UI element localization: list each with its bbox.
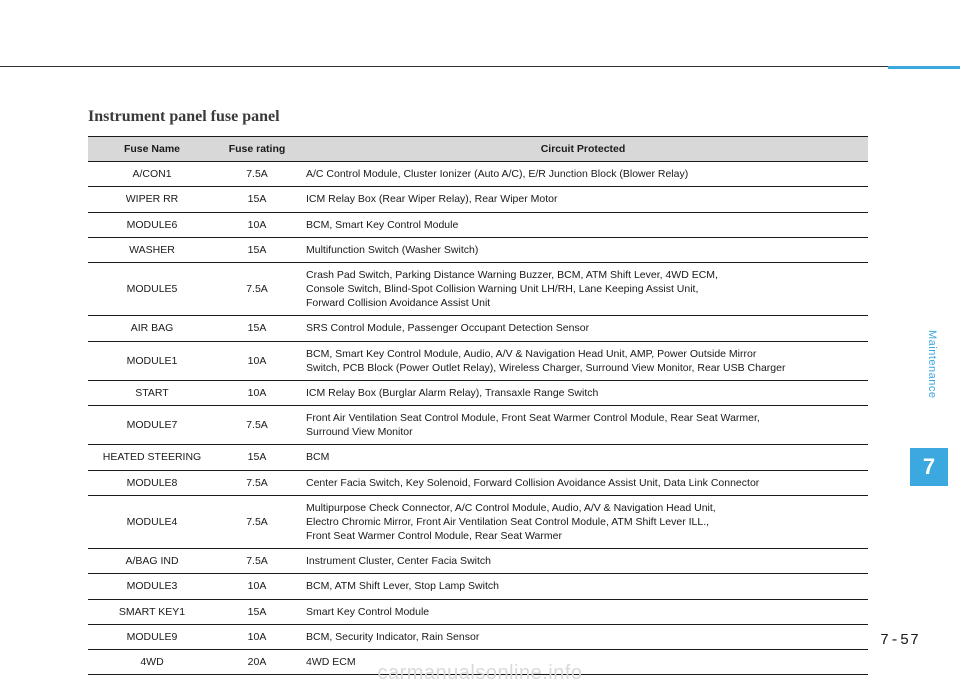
table-row: WASHER15AMultifunction Switch (Washer Sw… xyxy=(88,237,868,262)
fuse-table: Fuse Name Fuse rating Circuit Protected … xyxy=(88,136,868,675)
fuse-rating-cell: 7.5A xyxy=(216,495,298,549)
table-row: MODULE310ABCM, ATM Shift Lever, Stop Lam… xyxy=(88,574,868,599)
table-row: MODULE110ABCM, Smart Key Control Module,… xyxy=(88,341,868,380)
fuse-rating-cell: 7.5A xyxy=(216,406,298,445)
fuse-rating-cell: 7.5A xyxy=(216,262,298,316)
table-row: START10AICM Relay Box (Burglar Alarm Rel… xyxy=(88,380,868,405)
fuse-rating-cell: 15A xyxy=(216,445,298,470)
fuse-rating-cell: 10A xyxy=(216,212,298,237)
side-chapter-tab: 7 xyxy=(910,448,948,486)
fuse-desc-cell: SRS Control Module, Passenger Occupant D… xyxy=(298,316,868,341)
fuse-name-cell: WIPER RR xyxy=(88,187,216,212)
fuse-desc-cell: Multifunction Switch (Washer Switch) xyxy=(298,237,868,262)
table-row: A/BAG IND7.5AInstrument Cluster, Center … xyxy=(88,549,868,574)
fuse-desc-cell: BCM xyxy=(298,445,868,470)
col-header-desc: Circuit Protected xyxy=(298,137,868,162)
fuse-desc-cell: ICM Relay Box (Burglar Alarm Relay), Tra… xyxy=(298,380,868,405)
fuse-rating-cell: 15A xyxy=(216,187,298,212)
fuse-desc-cell: Front Air Ventilation Seat Control Modul… xyxy=(298,406,868,445)
fuse-rating-cell: 10A xyxy=(216,624,298,649)
table-row: HEATED STEERING15ABCM xyxy=(88,445,868,470)
fuse-name-cell: SMART KEY1 xyxy=(88,599,216,624)
fuse-name-cell: WASHER xyxy=(88,237,216,262)
fuse-desc-cell: ICM Relay Box (Rear Wiper Relay), Rear W… xyxy=(298,187,868,212)
fuse-rating-cell: 10A xyxy=(216,341,298,380)
side-section-label: Maintenance xyxy=(926,330,938,399)
watermark: carmanualsonline.info xyxy=(0,662,960,685)
fuse-desc-cell: A/C Control Module, Cluster Ionizer (Aut… xyxy=(298,162,868,187)
fuse-name-cell: MODULE3 xyxy=(88,574,216,599)
table-row: WIPER RR15AICM Relay Box (Rear Wiper Rel… xyxy=(88,187,868,212)
table-row: A/CON17.5AA/C Control Module, Cluster Io… xyxy=(88,162,868,187)
fuse-rating-cell: 10A xyxy=(216,380,298,405)
fuse-desc-cell: BCM, ATM Shift Lever, Stop Lamp Switch xyxy=(298,574,868,599)
fuse-name-cell: MODULE7 xyxy=(88,406,216,445)
fuse-name-cell: MODULE6 xyxy=(88,212,216,237)
header-rule xyxy=(0,66,960,67)
fuse-name-cell: HEATED STEERING xyxy=(88,445,216,470)
fuse-name-cell: A/CON1 xyxy=(88,162,216,187)
fuse-rating-cell: 7.5A xyxy=(216,470,298,495)
fuse-desc-cell: BCM, Smart Key Control Module, Audio, A/… xyxy=(298,341,868,380)
fuse-desc-cell: Center Facia Switch, Key Solenoid, Forwa… xyxy=(298,470,868,495)
fuse-name-cell: MODULE1 xyxy=(88,341,216,380)
table-row: MODULE87.5ACenter Facia Switch, Key Sole… xyxy=(88,470,868,495)
table-row: SMART KEY115ASmart Key Control Module xyxy=(88,599,868,624)
fuse-desc-cell: BCM, Security Indicator, Rain Sensor xyxy=(298,624,868,649)
page-number: 7-57 xyxy=(880,632,920,649)
page-content: Instrument panel fuse panel Fuse Name Fu… xyxy=(88,108,868,675)
table-row: MODULE47.5AMultipurpose Check Connector,… xyxy=(88,495,868,549)
table-row: MODULE57.5ACrash Pad Switch, Parking Dis… xyxy=(88,262,868,316)
fuse-rating-cell: 15A xyxy=(216,316,298,341)
fuse-name-cell: MODULE4 xyxy=(88,495,216,549)
page-title: Instrument panel fuse panel xyxy=(88,108,868,126)
col-header-name: Fuse Name xyxy=(88,137,216,162)
table-row: AIR BAG15ASRS Control Module, Passenger … xyxy=(88,316,868,341)
fuse-name-cell: START xyxy=(88,380,216,405)
fuse-name-cell: AIR BAG xyxy=(88,316,216,341)
col-header-rating: Fuse rating xyxy=(216,137,298,162)
fuse-rating-cell: 7.5A xyxy=(216,162,298,187)
table-row: MODULE77.5AFront Air Ventilation Seat Co… xyxy=(88,406,868,445)
fuse-name-cell: A/BAG IND xyxy=(88,549,216,574)
fuse-rating-cell: 15A xyxy=(216,599,298,624)
fuse-desc-cell: Smart Key Control Module xyxy=(298,599,868,624)
fuse-rating-cell: 7.5A xyxy=(216,549,298,574)
fuse-rating-cell: 10A xyxy=(216,574,298,599)
fuse-rating-cell: 15A xyxy=(216,237,298,262)
fuse-desc-cell: Crash Pad Switch, Parking Distance Warni… xyxy=(298,262,868,316)
fuse-desc-cell: BCM, Smart Key Control Module xyxy=(298,212,868,237)
fuse-name-cell: MODULE8 xyxy=(88,470,216,495)
fuse-desc-cell: Multipurpose Check Connector, A/C Contro… xyxy=(298,495,868,549)
fuse-name-cell: MODULE5 xyxy=(88,262,216,316)
fuse-name-cell: MODULE9 xyxy=(88,624,216,649)
table-row: MODULE910ABCM, Security Indicator, Rain … xyxy=(88,624,868,649)
table-row: MODULE610ABCM, Smart Key Control Module xyxy=(88,212,868,237)
fuse-desc-cell: Instrument Cluster, Center Facia Switch xyxy=(298,549,868,574)
header-accent xyxy=(888,66,960,69)
table-header-row: Fuse Name Fuse rating Circuit Protected xyxy=(88,137,868,162)
